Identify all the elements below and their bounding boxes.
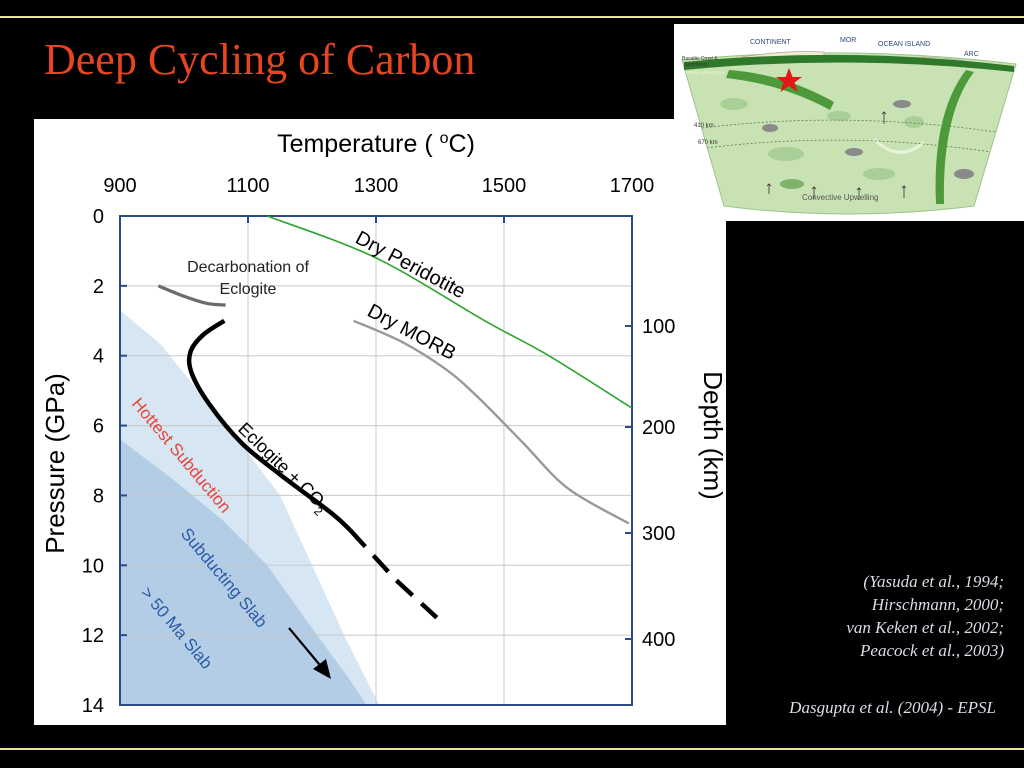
top-axis-tick-label: 1500 xyxy=(482,175,527,197)
subducting-slab-left xyxy=(726,70,834,110)
inset-label-sediments: Sediments xyxy=(684,62,708,68)
left-axis-tick-label: 2 xyxy=(93,276,104,298)
inset-label-upwelling: Convective Upwelling xyxy=(802,193,878,202)
left-axis-tick-label: 8 xyxy=(93,485,104,507)
inset-label-basaltic: Basaltic Crust & xyxy=(682,56,718,62)
series-dry-peridotite xyxy=(266,215,633,409)
down-right-arrow-head xyxy=(313,659,331,679)
inset-label-arc: ARC xyxy=(964,51,979,58)
mantle-cross-section-graphic: CONTINENT MOR OCEAN ISLAND ARC Basaltic … xyxy=(681,37,1017,215)
series-eclogite-co2-extrapolated xyxy=(348,528,439,620)
upwelling-arrows xyxy=(766,111,907,200)
right-axis-tick-label: 200 xyxy=(642,417,675,439)
right-axis-tick-label: 300 xyxy=(642,523,675,545)
series-eclogite-co2 xyxy=(186,318,352,533)
inset-label-ocean-island: OCEAN ISLAND xyxy=(878,41,930,48)
top-axis-tick-label: 1300 xyxy=(354,175,399,197)
label-decarbonation-line1: Decarbonation of xyxy=(187,259,309,276)
left-axis-tick-label: 4 xyxy=(93,346,104,368)
reference-line: Hirschmann, 2000; xyxy=(871,595,1004,614)
phase-diagram-panel: 900 1100 1300 1500 1700 Temperature ( oC) 0 2 4 6… xyxy=(34,119,726,725)
reference-line: Peacock et al., 2003) xyxy=(860,641,1004,660)
left-axis-tick-label: 10 xyxy=(82,555,104,577)
left-axis-tick-label: 12 xyxy=(82,625,104,647)
left-axis-tick-label: 6 xyxy=(93,416,104,438)
series-decarbonation-eclogite xyxy=(157,284,226,307)
left-axis-title: Pressure (GPa) xyxy=(40,373,70,554)
mantle-blobs xyxy=(693,98,1010,189)
bottom-rule xyxy=(0,748,1024,750)
star-icon xyxy=(776,68,802,92)
series-dry-morb xyxy=(353,319,630,525)
inset-label-670km: 670 km xyxy=(698,140,718,146)
reference-line: (Yasuda et al., 1994; xyxy=(863,572,1004,591)
top-axis-tick-label: 1100 xyxy=(226,175,269,197)
down-right-arrow xyxy=(288,627,325,671)
top-rule xyxy=(0,16,1024,18)
inset-label-mantle-lithosphere: Mantle Lithosphere xyxy=(686,70,725,75)
inset-label-mor: MOR xyxy=(840,37,856,44)
subducting-slab-right xyxy=(935,70,974,204)
source-credit: Dasgupta et al. (2004) - EPSL xyxy=(789,698,996,717)
inset-label-continent: CONTINENT xyxy=(750,39,792,46)
right-axis-tick-label: 400 xyxy=(642,629,675,651)
reference-line: van Keken et al., 2002; xyxy=(846,618,1004,637)
inset-label-410km: 410 km xyxy=(694,123,714,129)
top-axis-title: Temperature ( oC) xyxy=(277,130,475,158)
top-axis-tick-label: 1700 xyxy=(610,175,655,197)
right-axis-tick-label: 100 xyxy=(642,316,675,338)
right-axis-title: Depth (km) xyxy=(698,371,726,500)
reference-list: (Yasuda et al., 1994; Hirschmann, 2000; … xyxy=(846,570,1004,662)
region-subducting-slab xyxy=(120,439,367,705)
lithosphere-band xyxy=(684,54,1014,72)
phase-diagram-chart: 900 1100 1300 1500 1700 Temperature ( oC) 0 2 4 6… xyxy=(40,130,726,717)
top-axis-tick-label: 900 xyxy=(103,175,136,197)
left-axis-tick-label: 0 xyxy=(93,206,104,228)
left-axis-tick-label: 14 xyxy=(82,695,104,717)
mantle-cross-section-inset: CONTINENT MOR OCEAN ISLAND ARC Basaltic … xyxy=(674,24,1024,221)
label-decarbonation-line2: Eclogite xyxy=(220,281,277,298)
slide-title: Deep Cycling of Carbon xyxy=(44,35,476,84)
